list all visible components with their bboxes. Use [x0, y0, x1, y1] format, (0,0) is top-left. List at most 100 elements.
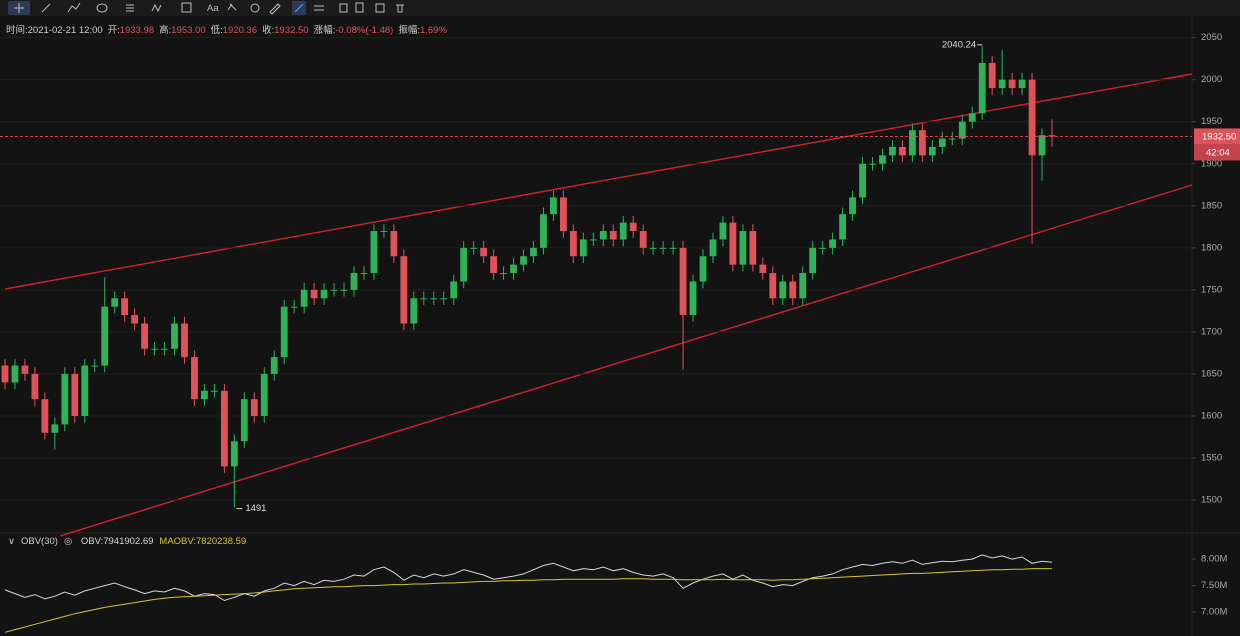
info-label: 时间: [6, 25, 28, 36]
candle-body [909, 130, 916, 156]
candle-body [510, 264, 517, 274]
icon-tool[interactable] [250, 3, 260, 13]
info-item: 低:1920.36 [211, 25, 257, 36]
measure-tool[interactable] [181, 2, 192, 13]
candle-body [639, 231, 647, 248]
candle-body [978, 62, 986, 114]
line-tool[interactable] [41, 3, 51, 13]
candle-body [789, 281, 797, 299]
candle-body [111, 298, 119, 307]
candle-body [699, 256, 707, 282]
candle-body [948, 138, 956, 140]
y-tick-label: 1800 [1201, 242, 1222, 253]
y-tick-label: 2050 [1201, 32, 1222, 43]
candle-body [260, 373, 268, 416]
indicator-tick-label: 7.00M [1201, 607, 1227, 618]
candle-body [400, 256, 408, 324]
candle-body [729, 222, 737, 265]
candle-body [21, 365, 29, 374]
magnet-tool[interactable] [294, 3, 304, 13]
candle-body [859, 163, 866, 198]
candle-body [889, 146, 896, 156]
layers-tool[interactable] [375, 3, 385, 13]
settings-icon[interactable]: ◎ [63, 536, 73, 547]
toolbar-icons: Aa [8, 1, 404, 15]
candle-body [220, 390, 228, 467]
candle-body [1, 365, 9, 383]
candle-body [350, 273, 358, 290]
y-tick-label: 1600 [1201, 410, 1222, 421]
candle-body [749, 231, 757, 265]
candle-body [1048, 135, 1056, 137]
info-value: 1932.50 [274, 25, 309, 36]
crosshair-icon[interactable] [14, 3, 24, 13]
y-tick-label: 1850 [1201, 200, 1222, 211]
brush-tool[interactable] [227, 3, 237, 11]
candle-body [91, 365, 99, 367]
y-tick-label: 1700 [1201, 326, 1222, 337]
y-tick-label: 1650 [1201, 368, 1222, 379]
info-value: 1933.98 [119, 25, 155, 36]
candle-body [998, 79, 1006, 89]
indicator-legend: ∨ OBV(30) ◎ OBV:7941902.69 MAOBV:7820238.59 [8, 536, 252, 547]
candle-body [211, 390, 218, 392]
candle-body [609, 231, 617, 240]
candle-body [1038, 135, 1046, 156]
candle-body [988, 62, 996, 89]
candle-body [460, 247, 468, 282]
candle-body [340, 289, 348, 291]
y-tick-label: 1550 [1201, 453, 1222, 464]
info-label: 涨幅: [313, 25, 336, 36]
trend-line-lower[interactable] [59, 184, 1193, 537]
candle-body [31, 373, 39, 400]
multi-line-tool[interactable] [67, 2, 81, 13]
indicator-tick-label: 8.00M [1201, 554, 1227, 565]
shape-tool[interactable] [96, 3, 108, 13]
candle-body [918, 130, 926, 156]
candle-body [121, 298, 129, 316]
hide-tool[interactable] [339, 3, 348, 13]
candle-body [619, 222, 627, 240]
candle-body [579, 239, 587, 257]
candle-body [599, 231, 607, 240]
candle-body [51, 424, 59, 433]
candle-body [669, 247, 677, 249]
candle-body [430, 298, 438, 300]
candle-body [360, 273, 368, 275]
candle-body [230, 441, 238, 467]
info-value: 2021-02-21 12:00 [27, 25, 103, 36]
y-tick-label: 1500 [1201, 495, 1222, 506]
candle-body [420, 298, 428, 300]
max-label: 2040.24 [942, 39, 976, 50]
candle-body [161, 348, 168, 350]
candle-body [410, 298, 418, 324]
candle-body [310, 289, 318, 299]
info-value: 1.69% [419, 25, 447, 36]
candle-body [240, 399, 248, 442]
lock-tool[interactable] [314, 5, 324, 11]
drawing-toolbar: Aa [0, 0, 1240, 16]
grid [0, 37, 1192, 501]
candle-body [649, 247, 657, 249]
trend-line-upper[interactable] [4, 73, 1193, 290]
info-label: 振幅: [398, 25, 420, 36]
text-tool[interactable]: Aa [207, 3, 219, 14]
current-price-box [1194, 128, 1240, 145]
info-item: 开:1933.98 [108, 25, 154, 36]
fib-tool[interactable] [126, 4, 134, 12]
delete-tool[interactable] [396, 4, 404, 13]
copy-tool[interactable] [355, 2, 364, 13]
candle-body [41, 399, 49, 433]
countdown-box [1194, 144, 1240, 161]
candle-body [201, 390, 208, 400]
countdown-label: 42:04 [1206, 147, 1230, 158]
candle-body [1018, 79, 1026, 89]
collapse-icon[interactable]: ∨ [8, 536, 15, 547]
candle-body [659, 247, 667, 249]
indicator-line [4, 554, 1053, 602]
ruler-tool[interactable] [269, 3, 281, 15]
candle-body [101, 306, 109, 366]
candle-body [61, 373, 69, 425]
pattern-tool[interactable] [151, 3, 162, 13]
